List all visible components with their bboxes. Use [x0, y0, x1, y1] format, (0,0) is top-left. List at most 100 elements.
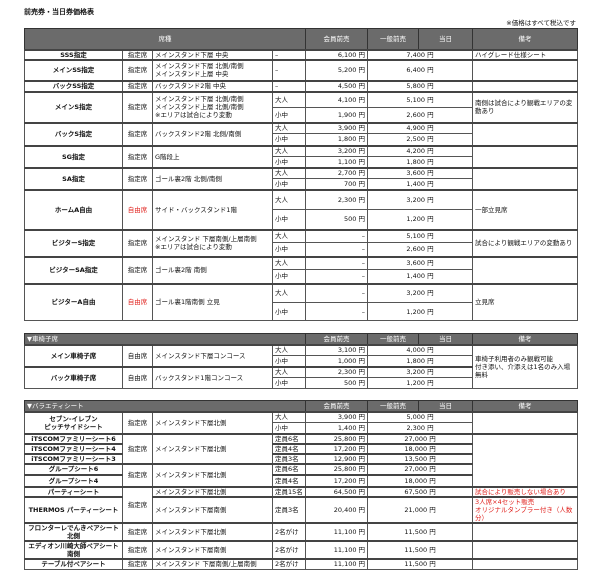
seat-location: メインスタンド下層北側	[152, 410, 273, 434]
table-row: SA指定 指定席 ゴール裏2階 北側/南側 大人 2,700 円 3,600 円	[24, 166, 578, 190]
header-row: ▼バラエティシート 会員前売 一般前売 当日 備考	[23, 400, 579, 412]
note	[472, 121, 578, 146]
header-row: 席種 会員前売 一般前売 当日 備考	[24, 28, 578, 50]
table-row: ホームA自由 自由席 サイド・バックスタンド1階 大人 2,300 円 3,200 円一部…	[24, 188, 578, 230]
age-category: 定員3名	[271, 495, 307, 523]
general-price: 1,400 円	[367, 178, 473, 190]
seat-location: メインスタンド下層北側	[152, 521, 273, 541]
seat-type: 指定席	[122, 144, 153, 168]
age-category: 小中	[272, 133, 306, 146]
general-price: 4,900 円	[367, 121, 473, 134]
general-price: 3,600 円	[367, 166, 473, 179]
note: 立見席	[472, 282, 578, 321]
seat-type: 自由席	[122, 343, 153, 367]
age-category: –	[272, 79, 306, 92]
seat-name: ビジターSA指定	[24, 255, 123, 284]
member-price: 1,100 円	[305, 156, 368, 168]
page-title: 前売券・当日券価格表	[24, 8, 94, 16]
header-general: 一般前売	[367, 28, 419, 50]
table-row: メインSS指定 指定席 メインスタンド下層 北側/南側 メインスタンド上層 中央 –5…	[24, 58, 578, 81]
header-today: 当日	[418, 28, 473, 50]
section-title: ▼車椅子席	[24, 333, 306, 345]
price-table: ▼車椅子席 会員前売 一般前売 当日 備考 メイン車椅子席 自由席 メインスタンド下層コンコー…	[24, 333, 578, 389]
general-price: 1,200 円	[367, 377, 473, 389]
seat-location: メインスタンド下層北側	[152, 462, 273, 487]
age-category: 小中	[272, 178, 306, 190]
seat-name: フロンターレでんきペアシート北側	[24, 521, 123, 541]
note	[472, 79, 578, 92]
note: 一部立見席	[472, 188, 578, 230]
table-row: メインS指定 指定席 メインスタンド下層 北側/南側 メインスタンド上層 北側/南側…	[24, 90, 578, 123]
header-general: 一般前売	[367, 333, 419, 345]
seat-location: メインスタンド下層南側	[152, 495, 273, 523]
seat-name: iTSCOMファミリーシート6	[24, 432, 123, 444]
header-member: 会員前売	[305, 333, 368, 345]
age-category: 小中	[272, 269, 306, 284]
table-row: 小中 500 円 1,200 円	[25, 209, 578, 230]
header-member: 会員前売	[305, 400, 369, 412]
member-price: –	[305, 302, 368, 321]
seat-location: メインスタンド下層 北側/南側 メインスタンド上層 中央	[152, 58, 273, 81]
member-price: 20,400 円	[305, 495, 369, 523]
age-category: 大人	[272, 121, 306, 134]
table-row: テーブル付ペアシート 指定席 メインスタンド 下層南側/上層南側 2名がけ 11,100…	[24, 557, 579, 570]
seat-location: メインスタンド下層コンコース	[152, 343, 273, 367]
seat-type: 指定席	[122, 539, 153, 559]
seat-type: 自由席	[122, 365, 153, 389]
note	[472, 144, 578, 168]
general-price: 1,400 円	[367, 269, 473, 284]
member-price: 12,900 円	[305, 452, 369, 464]
note: 試合により観戦エリアの変動あり	[472, 228, 578, 257]
table-row: SSS指定 指定席 メインスタンド下層 中央 –6,100 円 7,400 円ハイグレー…	[24, 48, 578, 60]
general-price: 27,000 円	[367, 462, 474, 475]
age-category: 大人	[271, 410, 307, 423]
general-price: 2,600 円	[367, 242, 473, 257]
member-price: 700 円	[305, 178, 368, 190]
seat-name: iTSCOMファミリーシート3	[24, 452, 123, 464]
note: 試合により販売しない場合あり	[472, 485, 579, 497]
member-price: –	[305, 255, 368, 270]
member-price: 17,200 円	[305, 473, 369, 487]
general-price: 18,000 円	[367, 442, 474, 454]
general-price: 21,000 円	[367, 495, 474, 523]
general-price: 11,500 円	[367, 539, 474, 559]
member-price: 1,400 円	[305, 422, 369, 434]
member-price: 500 円	[305, 209, 368, 230]
general-price: 6,400 円	[367, 58, 473, 81]
seat-name: メインSS指定	[24, 58, 123, 81]
header-member: 会員前売	[305, 28, 368, 50]
seat-name: パーティーシート	[24, 485, 123, 497]
age-category: 小中	[272, 107, 306, 123]
seat-location: メインスタンド下層北側	[152, 485, 273, 497]
seat-name: THERMOS パーティーシート	[24, 495, 123, 523]
table-row: セブン-イレブン ピッチサイドシート 指定席 メインスタンド下層北側 大人 3,900 …	[24, 410, 579, 434]
age-category: 大人	[272, 90, 306, 108]
age-category: 小中	[272, 302, 306, 321]
seat-type: 指定席	[122, 410, 153, 434]
seat-type: 指定席	[122, 462, 153, 487]
general-price: 1,800 円	[367, 355, 473, 367]
seat-type: 指定席	[122, 255, 153, 284]
general-price: 11,500 円	[367, 521, 474, 541]
seat-name: SG指定	[24, 144, 123, 168]
seat-location: メインスタンド下層南側	[152, 539, 273, 559]
age-category: 大人	[272, 343, 306, 356]
age-category: 小中	[272, 355, 306, 367]
table-row: バックSS指定 指定席 バックスタンド2階 中央 –4,500 円 5,800 円	[24, 79, 578, 92]
table-row: グループシート6 指定席 メインスタンド下層北側 定員6名 25,800 円 27,000…	[24, 462, 578, 487]
age-category: 定員4名	[271, 473, 307, 487]
table-row: ビジターSA指定 指定席 ゴール裏2階 南側 大人 –3,600 円	[24, 255, 578, 284]
header-seat: 席種	[24, 28, 306, 50]
general-price: 18,000 円	[367, 473, 474, 487]
member-price: 4,500 円	[305, 79, 368, 92]
note	[472, 58, 578, 81]
table-row: 小中 –2,600 円	[25, 242, 578, 257]
age-category: 小中	[272, 156, 306, 168]
age-category: 大人	[272, 255, 306, 270]
seat-type: 指定席	[122, 90, 153, 123]
table-row: ビジターS指定 指定席 メインスタンド 下層南側/上層南側 ※エリアは試合により変動…	[24, 228, 578, 257]
member-price: 64,500 円	[305, 485, 369, 497]
member-price: 500 円	[305, 377, 368, 389]
member-price: 3,200 円	[305, 144, 368, 157]
note	[472, 521, 579, 541]
